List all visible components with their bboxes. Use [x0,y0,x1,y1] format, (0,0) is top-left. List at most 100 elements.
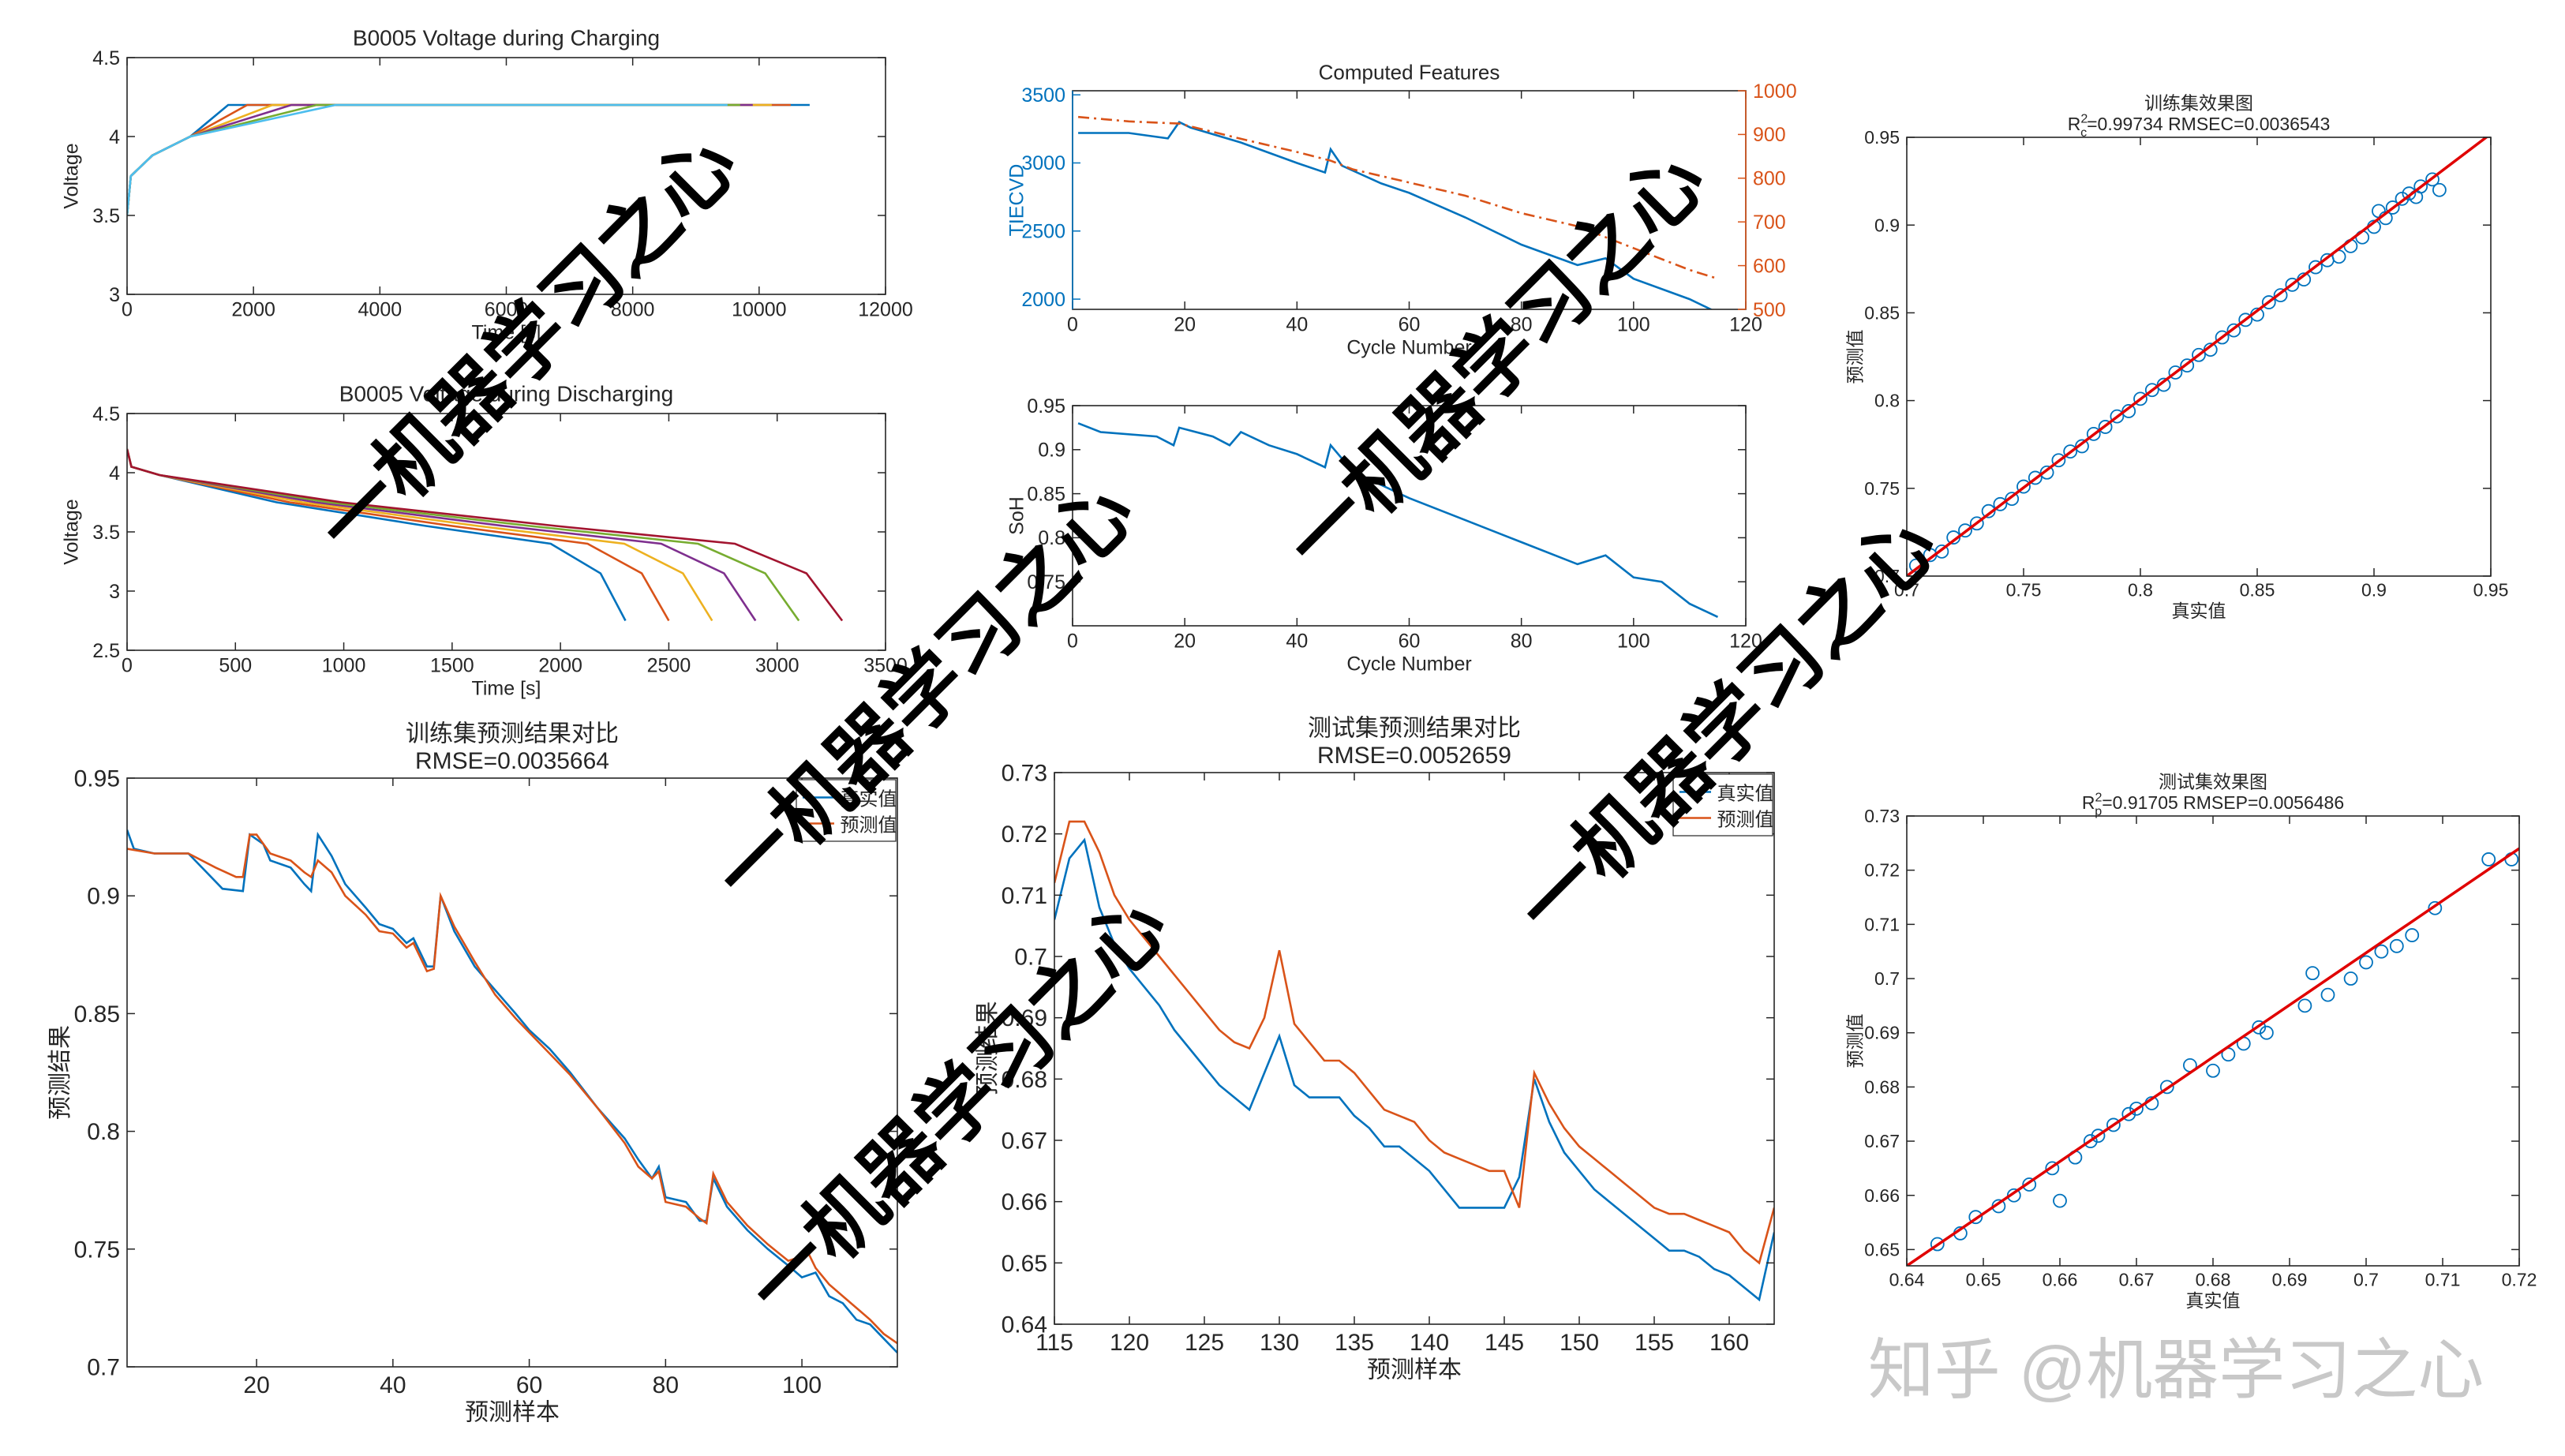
data-point [1934,544,1949,559]
y-tick-label: 0.67 [1864,1131,1900,1151]
data-point [2106,1117,2121,1132]
plot-area [1907,816,2519,1266]
data-point [2129,1101,2144,1116]
y-tick-label: 3 [109,284,120,306]
x-tick-label: 0.85 [2240,579,2275,600]
y-axis-label: TIECVD [1006,164,1028,237]
y-tick-label: 0.66 [1002,1189,1047,1215]
x-axis-label: Cycle Number [1346,653,1471,675]
y-tick-label: 3.5 [92,205,120,227]
y-axis-label: 预测值 [1845,1014,1866,1069]
x-tick-label: 20 [243,1372,269,1398]
data-point [2385,200,2400,215]
series-line [127,448,844,622]
y-tick-label: 2500 [1021,221,1065,243]
x-tick-label: 140 [1410,1330,1449,1356]
x-tick-label: 20 [1174,314,1196,336]
data-point [2006,1188,2021,1203]
x-tick-label: 0.65 [1966,1269,2001,1289]
x-tick-label: 0 [122,299,133,321]
data-point [2413,179,2428,194]
y-tick-label: 0.72 [1864,860,1900,881]
x-tick-label: 80 [1511,631,1533,653]
y-tick-label: 0.67 [1002,1128,1047,1155]
data-point [2159,1080,2174,1095]
y-tick-label: 0.8 [1038,527,1065,549]
chart-subtitle: RMSE=0.0035664 [415,748,609,774]
x-tick-label: 2500 [647,655,691,677]
data-point [2273,288,2288,303]
data-point [2110,409,2125,424]
x-axis-label: 真实值 [2186,1290,2241,1311]
plot-area [1054,773,1774,1324]
legend-label: 真实值 [1717,783,1774,804]
x-tick-label: 40 [380,1372,406,1398]
data-point [2238,313,2253,328]
plot-area [127,414,886,650]
x-tick-label: 60 [1399,631,1421,653]
y-tick-label: 0.85 [1864,302,1900,323]
x-tick-label: 145 [1485,1330,1524,1356]
y-tick-label: 0.7 [87,1355,120,1381]
data-point [2305,966,2320,981]
y-tick-label: 0.68 [1864,1076,1900,1097]
y-tick-label: 0.75 [74,1237,120,1263]
data-point [2226,323,2241,338]
y-axis-label: 预测值 [1845,330,1866,384]
stat-sub: p [2095,804,2102,818]
stat-sup: 2 [2080,112,2088,126]
data-point [2022,1177,2037,1192]
x-tick-label: 80 [1511,314,1533,336]
data-point [2261,295,2276,309]
y-tick-label: 3500 [1021,84,1065,107]
y-axis-label: 预测结果 [47,1025,73,1120]
y-tick-label: 4.5 [92,47,120,69]
legend [796,779,897,842]
data-point [2121,1106,2136,1121]
axes-box [1906,137,2492,577]
x-tick-label: 100 [782,1372,822,1398]
axes-box [1054,772,1775,1325]
stat-symbol: R [2068,114,2081,134]
x-tick-label: 3000 [755,655,799,677]
chart-title: 测试集预测结果对比 [1308,716,1521,742]
x-axis-label: Time [s] [472,321,541,343]
x-tick-label: 2000 [231,299,275,321]
data-point [2016,479,2031,494]
footer-watermark: 知乎 @机器学习之心 [1868,1333,2484,1407]
data-point [2215,330,2230,345]
plot-area [127,778,897,1367]
x-tick-label: 12000 [858,299,913,321]
chart-subtitle: R2 p=0.91705 RMSEP=0.0056486 [2082,791,2344,818]
x-tick-label: 120 [1110,1330,1149,1356]
plot-area [1073,91,1746,309]
y-tick-label: 0.69 [1002,1005,1047,1031]
y-tick-label: 0.85 [74,1001,120,1027]
fit-line [1907,137,2489,576]
x-tick-label: 120 [1729,631,1762,653]
data-point [2180,358,2195,373]
axes-box [126,777,898,1368]
y-tick-label: 0.9 [1874,215,1900,235]
y-tick-label: 0.75 [1027,571,1065,593]
x-tick-label: 125 [1185,1330,1224,1356]
x-tick-label: 115 [1035,1330,1073,1356]
plot-area [1073,406,1746,626]
x-tick-label: 135 [1335,1330,1374,1356]
x-tick-label: 0.75 [2006,579,2042,600]
data-point [2053,1193,2067,1208]
y-tick-label: 0.73 [1002,761,1047,787]
data-point [2374,944,2389,959]
data-point [2432,182,2447,197]
y2-tick-label: 500 [1753,299,1786,321]
y-tick-label: 0.7 [1014,945,1047,971]
stat-symbol: R [2082,792,2095,813]
data-point [2063,444,2078,459]
data-point [1958,523,1972,538]
data-point [2045,1161,2060,1176]
x-tick-label: 100 [1617,631,1650,653]
data-point [2028,470,2043,485]
y-tick-label: 0.72 [1002,822,1047,848]
data-point [2144,383,2159,398]
plot-area [127,58,886,294]
